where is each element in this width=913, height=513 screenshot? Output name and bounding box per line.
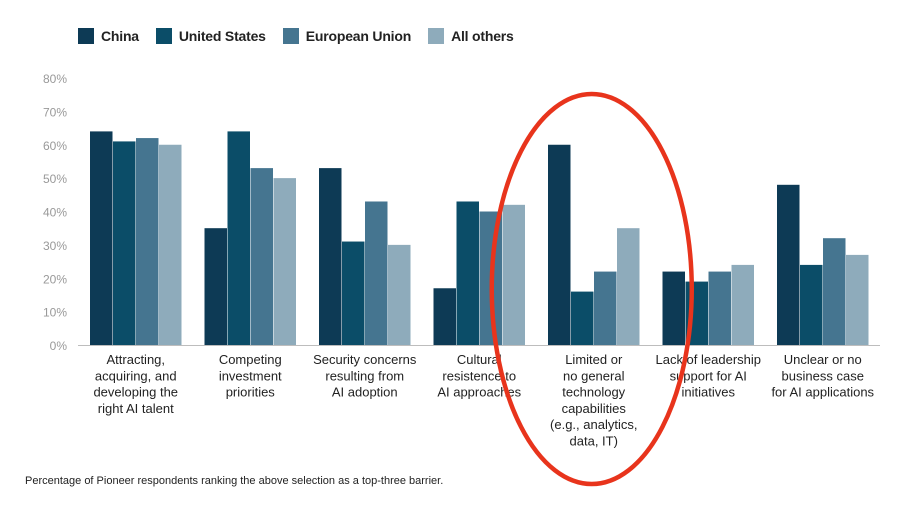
- legend-label: China: [101, 28, 139, 44]
- bar-all-others: [502, 204, 525, 345]
- footnote: Percentage of Pioneer respondents rankin…: [25, 475, 444, 487]
- bar-european-union: [594, 271, 617, 345]
- highlight-ellipse: [489, 91, 694, 487]
- category-label-line: right AI talent: [98, 401, 174, 416]
- legend-swatch: [428, 28, 445, 44]
- category-label-line: data, IT): [570, 434, 618, 449]
- category-label: Limited or no general technology capabiliti…: [550, 352, 637, 449]
- category-label-line: resistence to: [442, 368, 516, 383]
- category-label-line: Unclear or no: [784, 352, 862, 367]
- bar-all-others: [273, 178, 296, 345]
- legend-label: United States: [178, 28, 266, 44]
- bar-european-union: [136, 138, 159, 345]
- category-label: Cultural resistence to AI approaches: [437, 352, 521, 400]
- y-tick-label: 40%: [43, 206, 67, 220]
- bar-all-others: [617, 228, 640, 345]
- category-label-line: Security concerns: [313, 352, 417, 367]
- category-label-line: technology: [562, 385, 625, 400]
- category-label-line: Cultural: [457, 352, 502, 367]
- y-tick-label: 70%: [43, 105, 67, 119]
- category-label-line: support for AI: [670, 368, 747, 383]
- chart-legend: China United States European Union All othe…: [78, 26, 531, 46]
- y-tick-label: 10%: [43, 306, 67, 320]
- bar-china: [90, 131, 113, 345]
- category-label-line: Limited or: [565, 352, 623, 367]
- legend-label: European Union: [305, 28, 412, 44]
- category-label-line: Competing: [219, 352, 282, 367]
- category-label: Security concerns resulting from AI adopti…: [313, 352, 417, 400]
- legend-item: European Union: [282, 28, 412, 44]
- bar-all-others: [159, 144, 182, 345]
- bar-china: [548, 144, 571, 345]
- category-label: Attracting, acquiring, and developing the r…: [93, 352, 178, 416]
- bar-united-states: [571, 291, 594, 345]
- bar-china: [433, 288, 456, 345]
- category-label-line: resulting from: [325, 368, 404, 383]
- y-tick-label: 20%: [43, 272, 67, 286]
- bar-united-states: [227, 131, 250, 345]
- legend-label: All others: [451, 28, 514, 44]
- category-label-line: investment: [219, 368, 282, 383]
- legend-swatch: [155, 28, 172, 44]
- bar-united-states: [342, 241, 365, 345]
- category-label-line: for AI applications: [771, 385, 874, 400]
- category-label-line: AI approaches: [437, 385, 521, 400]
- bar-united-states: [113, 141, 136, 345]
- category-label-line: AI adoption: [332, 385, 398, 400]
- y-tick-label: 50%: [43, 172, 67, 186]
- bar-china: [662, 271, 685, 345]
- category-label-line: developing the: [93, 385, 178, 400]
- bar-china: [777, 184, 800, 345]
- bar-china: [204, 228, 227, 345]
- category-label-line: business case: [782, 368, 864, 383]
- category-label: Lack of leadership support for AI initiati…: [655, 352, 761, 400]
- y-tick-label: 60%: [43, 139, 67, 153]
- category-label-line: priorities: [226, 385, 276, 400]
- legend-swatch: [78, 28, 94, 44]
- legend-swatch: [282, 28, 299, 44]
- bar-european-union: [708, 271, 731, 345]
- y-tick-label: 30%: [43, 239, 67, 253]
- bar-united-states: [456, 201, 479, 345]
- bar-all-others: [846, 254, 869, 345]
- category-label-line: Lack of leadership: [655, 352, 761, 367]
- legend-item: All others: [428, 28, 514, 44]
- y-tick-label: 80%: [43, 72, 67, 86]
- legend-item: United States: [155, 28, 266, 44]
- bar-united-states: [800, 264, 823, 345]
- category-label: Unclear or no business case for AI applica…: [771, 352, 874, 400]
- y-tick-label: 0%: [50, 339, 68, 353]
- bar-all-others: [388, 244, 411, 345]
- category-label-line: (e.g., analytics,: [550, 417, 637, 432]
- category-label-line: no general: [563, 368, 625, 383]
- bar-european-union: [823, 238, 846, 345]
- bar-european-union: [250, 168, 273, 345]
- category-label-line: acquiring, and: [95, 368, 177, 383]
- bar-european-union: [365, 201, 388, 345]
- bar-china: [319, 168, 342, 345]
- category-label-line: Attracting,: [106, 352, 165, 367]
- bar-all-others: [731, 264, 754, 345]
- category-label: Competing investment priorities: [219, 352, 282, 400]
- legend-item: China: [78, 28, 139, 44]
- category-label-line: capabilities: [562, 401, 627, 416]
- category-label-line: initiatives: [682, 385, 736, 400]
